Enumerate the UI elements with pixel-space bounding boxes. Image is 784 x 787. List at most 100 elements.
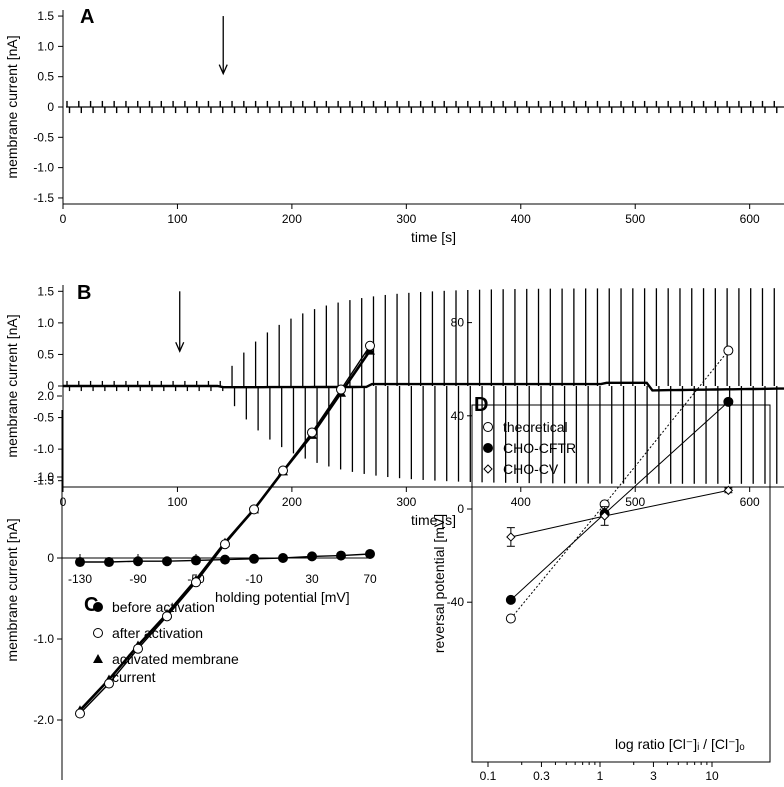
series-0 (75, 548, 375, 568)
data-point (307, 551, 317, 562)
y-tick-label: -1.0 (33, 442, 54, 456)
y-tick-label: -2.0 (33, 713, 54, 727)
arrow-head (218, 64, 228, 76)
x-tick-label: 400 (511, 495, 531, 509)
panel-label: D (474, 394, 488, 416)
data-point (723, 485, 734, 496)
data-point (249, 553, 259, 564)
x-axis-label: log ratio [Cl⁻]ᵢ / [Cl⁻]ₒ (615, 736, 745, 752)
x-tick-label: -90 (129, 572, 147, 586)
legend-marker (93, 628, 103, 638)
y-tick-label: 0.5 (37, 70, 54, 84)
y-tick-label: 40 (451, 409, 465, 423)
series-line (510, 489, 729, 538)
x-tick-label: 70 (363, 572, 377, 586)
y-tick-label: 0 (47, 100, 54, 114)
current-trace (63, 288, 784, 484)
x-axis-label: time [s] (411, 229, 456, 245)
y-tick-label: 0 (47, 551, 54, 565)
x-tick-label: 600 (740, 495, 760, 509)
data-point (75, 708, 85, 719)
x-tick-label: 100 (167, 495, 187, 509)
data-point (365, 340, 375, 351)
legend-marker (483, 443, 493, 453)
y-axis-label: membrane current [nA] (4, 314, 20, 457)
y-tick-label: 1.0 (37, 470, 54, 484)
panel-B: 1.5 1.0 0.5 0 -0.5 -1.0 -1.5 0 100 200 300 400 500 60… (4, 282, 784, 528)
x-tick-label: 100 (167, 212, 187, 226)
y-tick-label: 1.5 (37, 284, 54, 298)
panel-label: B (77, 282, 91, 304)
y-tick-label: -1.5 (33, 191, 54, 205)
y-tick-label: -40 (447, 595, 465, 609)
data-point (506, 532, 516, 542)
x-tick-label: 400 (511, 212, 531, 226)
data-point (191, 577, 201, 588)
legend-label: activated membrane current (112, 651, 239, 685)
legend-marker (483, 422, 493, 432)
series-1 (75, 340, 375, 719)
legend-label-line: activated membrane (112, 651, 239, 667)
x-tick-label: 600 (740, 212, 760, 226)
legend: theoretical CHO-CFTR CHO-CV (483, 419, 576, 477)
data-point (278, 553, 288, 563)
series-line (510, 350, 729, 619)
x-tick-label: 200 (282, 495, 302, 509)
x-tick-label: 0.1 (480, 769, 497, 783)
data-point (220, 539, 230, 550)
data-point (75, 557, 85, 568)
y-axis-label: membrane current [nA] (4, 35, 20, 178)
legend-label-line: current (112, 669, 156, 685)
x-tick-label: -10 (245, 572, 263, 586)
x-tick-label: 10 (705, 769, 719, 783)
x-tick-label: 0.3 (533, 769, 550, 783)
panel-A: 1.5 1.0 0.5 0 -0.5 -1.0 -1.5 0 100 200 300 400 500 60… (4, 6, 784, 245)
data-point (133, 643, 143, 654)
y-tick-label: -0.5 (33, 130, 54, 144)
current-trace (66, 100, 784, 114)
legend-label: after activation (112, 625, 203, 641)
x-tick-label: -130 (68, 572, 92, 586)
y-tick-label: -1.0 (33, 632, 54, 646)
legend-label: CHO-CV (503, 461, 559, 477)
data-point (723, 345, 734, 356)
data-point (365, 548, 375, 559)
x-tick-label: 30 (305, 572, 319, 586)
y-tick-label: -1.5 (33, 474, 54, 488)
data-point (336, 550, 346, 561)
x-tick-label: 500 (625, 495, 645, 509)
data-point (162, 611, 172, 622)
x-tick-label: 200 (282, 212, 302, 226)
arrow-head (175, 342, 185, 353)
data-point (133, 556, 143, 567)
data-point (249, 504, 259, 515)
y-tick-label: 0.5 (37, 347, 54, 361)
legend-label: before activation (112, 599, 215, 615)
legend-label: theoretical (503, 419, 568, 435)
data-point (162, 556, 172, 567)
y-tick-label: -1.0 (33, 161, 54, 175)
data-point (220, 554, 230, 565)
series-2 (506, 485, 734, 547)
baseline (63, 381, 784, 392)
y-tick-label: -0.5 (33, 411, 54, 425)
y-tick-label: 1.0 (37, 316, 54, 330)
panel-label: A (80, 6, 94, 28)
y-tick-label: 0 (457, 502, 464, 516)
data-point (336, 384, 346, 395)
data-point (191, 555, 201, 566)
data-point (307, 427, 317, 438)
y-axis-label: reversal potential [mV] (431, 514, 447, 653)
x-tick-label: 300 (396, 495, 416, 509)
data-point (104, 557, 114, 568)
legend-marker (483, 464, 493, 474)
y-tick-label: 0 (47, 379, 54, 393)
legend-label: CHO-CFTR (503, 440, 576, 456)
data-point (723, 396, 734, 407)
data-point (505, 594, 516, 605)
y-tick-label: 2.0 (37, 389, 54, 403)
legend-marker (93, 602, 103, 612)
x-tick-label: 0 (60, 212, 67, 226)
y-tick-label: 1.5 (37, 9, 54, 23)
x-tick-label: 1 (597, 769, 604, 783)
